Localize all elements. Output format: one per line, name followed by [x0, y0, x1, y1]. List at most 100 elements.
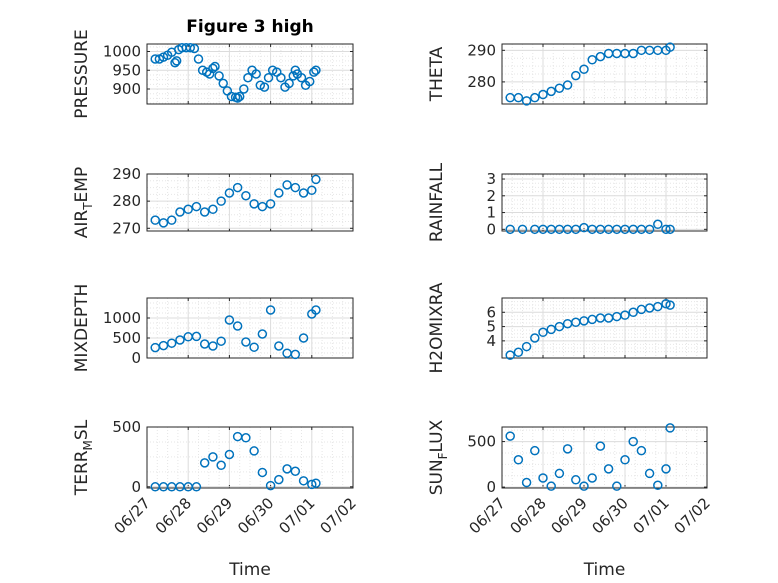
x-axis-label: Time — [583, 560, 626, 580]
data-point — [170, 58, 180, 68]
panel-bottom-right: 0 500 SUNFLUX 06/2706/2806/2906/3007/0107/0… — [427, 419, 714, 580]
data-point — [290, 182, 301, 193]
panel-second-left: 270 280 290 AIRTEMP — [72, 165, 354, 238]
data-point — [214, 71, 224, 81]
data-point — [193, 54, 204, 64]
data-point — [175, 335, 185, 345]
data-point — [290, 349, 301, 360]
data-point — [257, 467, 268, 478]
y-tick-label: 5 — [486, 318, 496, 336]
data-point — [199, 458, 210, 468]
data-point — [620, 310, 630, 320]
data-point — [311, 174, 321, 185]
panel-bottom-left: 0 500 TERRMSL 06/2706/2806/2906/3007/0107/0… — [72, 418, 360, 580]
data-point — [513, 92, 524, 103]
data-point — [595, 441, 606, 451]
data-point — [665, 42, 675, 52]
data-point — [282, 180, 292, 190]
data-point — [562, 444, 573, 454]
data-point — [538, 89, 548, 100]
panel-top-right: 280 290 THETA — [427, 41, 708, 106]
data-point — [284, 78, 294, 89]
data-point — [224, 449, 235, 460]
panel-third-left: 0 500 1000 MIXDEPTH — [72, 284, 354, 372]
data-point — [218, 78, 228, 89]
y-tick-label: 2 — [486, 187, 496, 205]
data-point — [243, 73, 253, 83]
y-tick-label: 1 — [486, 204, 496, 222]
data-point — [208, 63, 218, 74]
y-tick-label: 0 — [486, 220, 496, 238]
data-point — [208, 204, 218, 215]
panel-third-right: 456 H2OMIXRA — [427, 282, 708, 374]
y-tick-label: 0 — [131, 478, 141, 496]
data-point — [224, 188, 235, 198]
data-point — [653, 219, 663, 230]
y-tick-label: 3 — [486, 170, 496, 188]
data-point — [166, 215, 177, 225]
data-point — [239, 84, 249, 94]
data-point — [208, 452, 218, 462]
data-point — [274, 188, 284, 198]
data-point — [274, 474, 284, 485]
data-point — [307, 185, 317, 196]
data-point — [175, 207, 185, 217]
data-point — [208, 341, 218, 351]
data-point — [644, 224, 655, 235]
data-point — [603, 464, 614, 474]
x-tick-label: 07/01 — [275, 494, 318, 537]
data-point — [232, 321, 243, 331]
axes-box — [146, 173, 354, 232]
data-point — [595, 51, 606, 62]
data-point — [538, 473, 548, 483]
data-point — [166, 338, 177, 348]
data-point — [311, 478, 321, 488]
y-tick-label: 900 — [112, 80, 141, 98]
data-point — [265, 480, 276, 491]
axes-box — [146, 43, 354, 105]
data-point — [191, 482, 202, 492]
data-point — [579, 64, 589, 75]
data-point — [189, 43, 200, 54]
data-point — [620, 455, 630, 465]
y-tick-label: 290 — [112, 165, 141, 183]
data-point — [309, 67, 319, 77]
x-tick-label: 07/02 — [317, 494, 360, 537]
data-point — [257, 201, 268, 212]
data-point — [612, 481, 622, 491]
data-point — [224, 315, 235, 325]
data-point — [290, 466, 301, 477]
data-point — [513, 455, 524, 465]
data-point — [251, 69, 261, 79]
data-point — [665, 224, 675, 235]
data-point — [628, 307, 638, 318]
data-point — [191, 201, 202, 212]
data-point — [661, 224, 671, 235]
data-point — [505, 431, 515, 441]
data-point — [562, 80, 573, 90]
y-tick-label: 1000 — [103, 309, 141, 327]
x-tick-label: 06/29 — [548, 494, 591, 537]
axes-box — [501, 426, 708, 489]
y-axis-label: SUNFLUX — [427, 419, 450, 495]
data-point — [274, 341, 284, 351]
data-point — [304, 76, 315, 87]
y-tick-label: 280 — [467, 73, 496, 91]
data-point — [517, 224, 528, 235]
y-tick-label: 500 — [112, 418, 141, 436]
y-tick-label: 0 — [486, 478, 496, 496]
data-point — [546, 481, 556, 491]
data-point — [263, 73, 274, 83]
data-point — [636, 445, 647, 456]
y-tick-label: 950 — [112, 61, 141, 79]
data-point — [265, 305, 276, 315]
y-tick-label: 290 — [467, 41, 496, 59]
data-point — [505, 224, 515, 235]
data-point — [571, 475, 581, 485]
data-point — [628, 48, 638, 59]
x-tick-label: 06/27 — [111, 494, 154, 537]
data-point — [249, 342, 259, 352]
